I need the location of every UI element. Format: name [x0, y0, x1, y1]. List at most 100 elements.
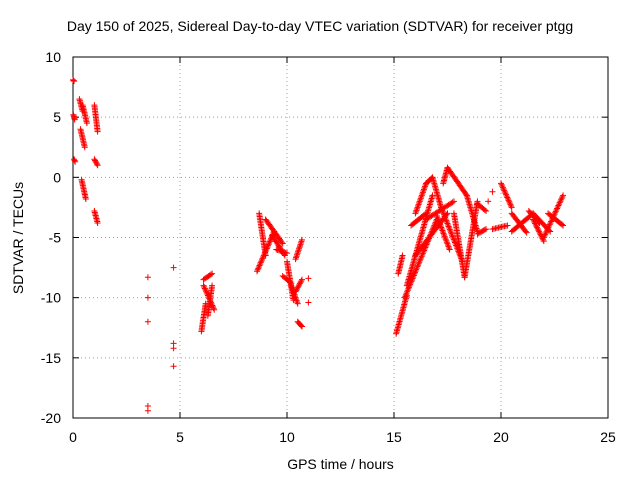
x-tick-label: 5	[176, 429, 184, 445]
data-point	[416, 257, 423, 264]
data-point	[522, 228, 529, 235]
y-tick-label: -15	[41, 350, 61, 366]
data-point	[544, 227, 551, 234]
data-point	[536, 229, 543, 236]
data-point	[257, 261, 264, 268]
data-point	[444, 242, 451, 249]
data-point	[444, 220, 451, 227]
data-point	[279, 240, 286, 247]
data-point	[553, 206, 560, 213]
data-point	[445, 223, 452, 230]
data-point	[431, 220, 438, 227]
x-tick-label: 20	[493, 429, 509, 445]
data-point	[489, 188, 496, 195]
data-point	[507, 201, 514, 208]
data-point	[203, 289, 210, 296]
data-point	[444, 210, 451, 217]
data-point	[209, 270, 216, 277]
data-point	[446, 245, 453, 252]
data-point	[545, 224, 552, 231]
data-point	[144, 318, 151, 325]
data-point	[418, 254, 425, 261]
y-axis-label: SDTVAR / TECUs	[10, 181, 26, 295]
data-point	[435, 217, 442, 224]
data-point	[93, 161, 100, 168]
data-point	[481, 206, 488, 213]
x-axis-label: GPS time / hours	[287, 456, 394, 472]
data-point	[502, 190, 509, 197]
data-point	[543, 228, 550, 235]
data-point	[416, 259, 423, 266]
data-point	[557, 198, 564, 205]
data-point	[452, 241, 459, 248]
data-point	[144, 407, 151, 414]
data-point	[503, 193, 510, 200]
data-point	[298, 277, 305, 284]
data-point	[405, 285, 412, 292]
data-point	[445, 221, 452, 228]
data-point	[278, 239, 285, 246]
data-point	[556, 201, 563, 208]
data-point	[445, 243, 452, 250]
data-point	[296, 281, 303, 288]
data-point	[295, 283, 302, 290]
data-point	[298, 236, 305, 243]
data-point	[501, 187, 508, 194]
data-point	[71, 157, 78, 164]
y-tick-label: 10	[45, 49, 61, 65]
data-point	[207, 271, 214, 278]
data-point	[262, 252, 269, 259]
chart-title: Day 150 of 2025, Sidereal Day-to-day VTE…	[66, 18, 574, 34]
data-point	[201, 285, 208, 292]
x-tick-label: 10	[279, 429, 295, 445]
data-point	[443, 239, 450, 246]
data-point	[298, 322, 305, 329]
data-point	[540, 234, 547, 241]
data-point	[417, 256, 424, 263]
axis-ticks: 0 5 10 15 20 25 -20 -15 -10 -5 0 5 10	[41, 49, 616, 445]
data-point	[449, 199, 456, 206]
data-point	[81, 144, 88, 151]
data-point	[499, 183, 506, 190]
data-point	[401, 294, 408, 301]
data-point	[436, 218, 443, 225]
data-point	[462, 191, 469, 198]
data-point	[404, 288, 411, 295]
data-point	[410, 272, 417, 279]
data-point	[419, 250, 426, 257]
data-point	[443, 211, 450, 218]
data-point	[444, 240, 451, 247]
data-point	[559, 193, 566, 200]
data-point	[72, 158, 79, 165]
y-tick-label: -20	[41, 410, 61, 426]
data-point	[499, 184, 506, 191]
data-point	[535, 227, 542, 234]
data-point	[421, 211, 428, 218]
data-point	[530, 217, 537, 224]
data-point	[399, 252, 406, 259]
data-point	[506, 200, 513, 207]
data-point	[202, 286, 209, 293]
data-point	[558, 221, 565, 228]
data-point	[481, 226, 488, 233]
data-point	[297, 279, 304, 286]
data-point	[402, 291, 409, 298]
data-point	[412, 268, 419, 275]
data-point	[449, 232, 456, 239]
data-point	[410, 274, 417, 281]
data-point	[547, 219, 554, 226]
data-point	[532, 220, 539, 227]
data-point	[294, 300, 301, 307]
data-point	[415, 262, 422, 269]
data-point	[298, 323, 305, 330]
x-tick-label: 0	[69, 429, 77, 445]
data-point	[202, 300, 209, 307]
data-point	[259, 255, 266, 262]
data-point	[94, 220, 101, 227]
data-point	[442, 236, 449, 243]
data-point	[305, 275, 312, 282]
data-point	[534, 225, 541, 232]
data-point	[170, 363, 177, 370]
data-point	[530, 216, 537, 223]
data-point	[71, 78, 78, 85]
